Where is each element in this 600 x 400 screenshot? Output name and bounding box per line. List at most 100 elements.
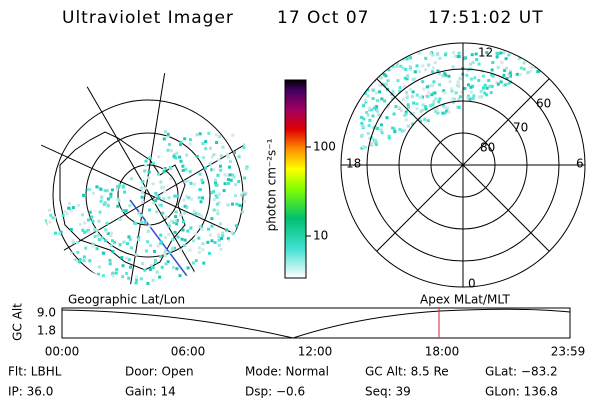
mlt-label: 0 [468,277,476,291]
emission-pixel [421,64,425,68]
emission-pixel [207,251,211,255]
emission-pixel [489,91,493,95]
emission-pixel [134,253,138,257]
emission-pixel [376,126,380,130]
emission-pixel [465,73,469,77]
emission-pixel [447,110,451,114]
emission-pixel [528,55,532,59]
emission-pixel [152,200,156,204]
emission-pixel [463,86,467,90]
emission-pixel [398,127,402,131]
emission-pixel [44,219,48,223]
emission-pixel [421,103,425,107]
emission-pixel [57,278,61,282]
emission-pixel [109,244,113,248]
emission-pixel [383,56,387,60]
emission-pixel [108,262,112,266]
emission-pixel [198,132,202,136]
emission-pixel [364,92,368,96]
emission-pixel [227,254,231,258]
emission-pixel [395,62,399,66]
emission-pixel [437,72,441,76]
emission-pixel [162,170,166,174]
emission-pixel [518,73,522,77]
emission-pixel [426,119,430,123]
emission-pixel [75,241,79,245]
polar-plot [340,42,586,288]
emission-pixel [44,222,48,226]
emission-pixel [219,283,223,285]
emission-pixel [197,212,201,216]
emission-pixel [121,264,125,268]
emission-pixel [216,209,220,213]
emission-pixel [173,194,177,198]
emission-pixel [84,246,88,250]
emission-pixel [53,246,57,250]
emission-pixel [183,137,187,141]
emission-pixel [125,242,129,246]
timeline-title: Geographic Lat/Lon [68,293,185,307]
emission-pixel [227,248,231,252]
emission-pixel [471,84,475,88]
emission-pixel [219,248,223,252]
emission-pixel [411,90,415,94]
emission-pixel [429,52,433,56]
emission-pixel [530,66,534,70]
emission-pixel [366,94,370,98]
emission-pixel [178,274,182,278]
emission-pixel [167,196,171,200]
emission-pixel [507,82,511,86]
emission-pixel [237,269,241,273]
colorbar [284,79,307,279]
emission-pixel [391,126,395,130]
emission-pixel [365,74,369,78]
emission-pixel [236,235,240,239]
emission-pixel [427,63,431,67]
emission-pixel [376,99,380,103]
emission-pixel [109,192,113,196]
emission-pixel [110,188,114,192]
emission-pixel [120,256,124,260]
emission-pixel [502,83,506,87]
emission-pixel [101,251,105,255]
emission-pixel [109,234,113,238]
emission-pixel [127,289,130,292]
emission-pixel [240,236,244,240]
emission-pixel [452,100,456,104]
emission-pixel [143,220,147,224]
emission-pixel [456,80,460,84]
emission-pixel [372,59,376,63]
emission-pixel [156,244,160,248]
emission-pixel [496,82,500,86]
emission-pixel [244,272,248,276]
emission-pixel [375,109,379,113]
emission-pixel [473,76,477,80]
emission-pixel [141,180,145,184]
emission-pixel [53,216,57,220]
emission-pixel [239,244,243,248]
emission-pixel [443,53,447,57]
emission-pixel [366,113,370,117]
emission-pixel [434,110,438,114]
emission-pixel [216,173,220,177]
emission-pixel [189,197,193,201]
emission-pixel [147,170,151,174]
emission-pixel [450,97,454,101]
emission-pixel [222,261,226,265]
emission-pixel [195,154,199,158]
emission-pixel [469,90,473,94]
emission-pixel [368,118,372,122]
emission-pixel [140,190,144,194]
emission-pixel [452,51,456,55]
emission-pixel [122,184,126,188]
emission-pixel [159,203,163,207]
emission-pixel [387,134,391,138]
emission-pixel [448,80,452,84]
emission-pixel [469,62,473,66]
emission-pixel [145,249,149,253]
emission-pixel [413,70,417,74]
emission-pixel [183,238,187,242]
emission-pixel [488,84,492,88]
emission-pixel [212,168,216,172]
emission-pixel [83,221,87,225]
